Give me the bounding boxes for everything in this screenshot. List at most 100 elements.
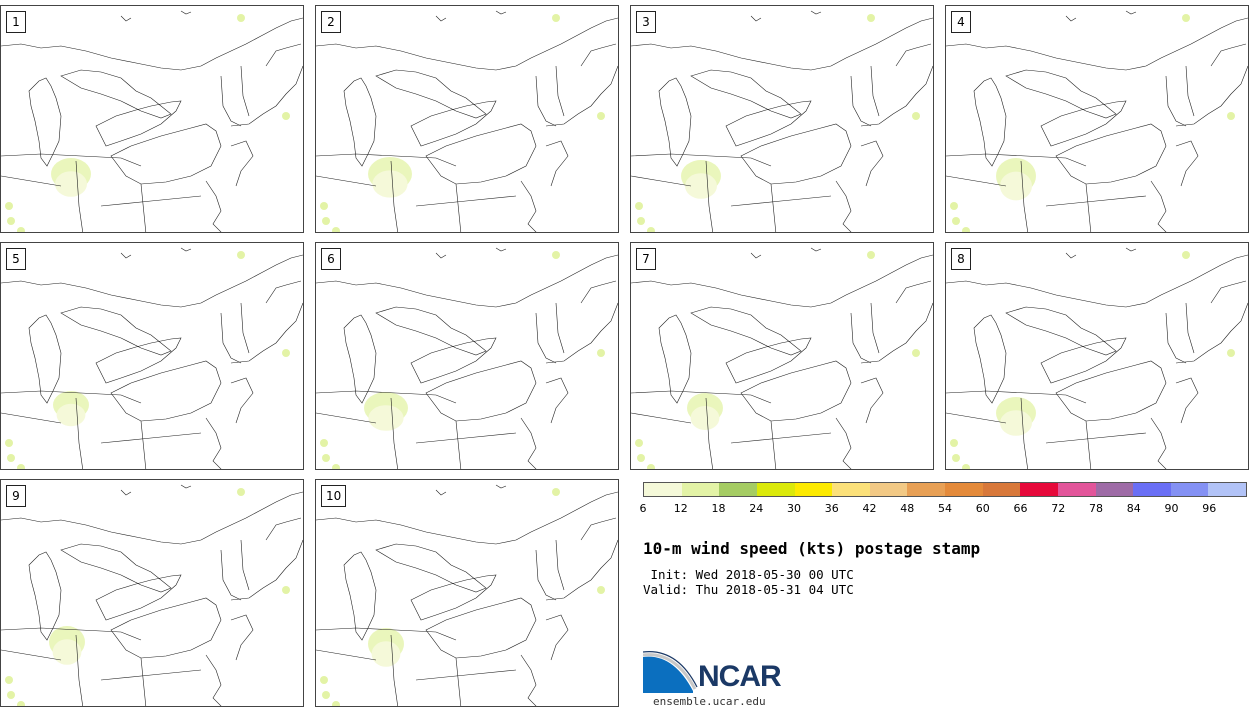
map-boundary <box>1175 65 1248 127</box>
map-boundary <box>390 397 399 469</box>
wind-speed-shading <box>372 170 408 198</box>
map-boundary <box>60 306 172 356</box>
map-boundary <box>455 657 462 706</box>
member-label: 5 <box>6 248 26 270</box>
map-boundary <box>100 669 202 681</box>
map-svg <box>631 10 933 232</box>
map-boundary <box>870 302 880 354</box>
map-boundary <box>1040 337 1127 384</box>
wind-speed-shading <box>912 349 920 357</box>
wind-speed-shading <box>322 691 330 699</box>
map-boundary <box>740 360 852 422</box>
wind-speed-shading <box>17 227 25 232</box>
map-svg <box>316 484 618 706</box>
wind-speed-shading <box>282 349 290 357</box>
map-boundary <box>316 254 618 308</box>
wind-speed-shading <box>371 641 401 667</box>
colorbar-segment <box>681 483 720 496</box>
map-boundary <box>850 75 872 127</box>
map-boundary <box>28 314 62 404</box>
map-boundary <box>220 312 242 364</box>
colorbar-segment <box>982 483 1021 496</box>
map-boundary <box>205 654 222 706</box>
map-boundary <box>658 314 692 404</box>
map-boundary <box>1055 360 1167 422</box>
map-svg <box>631 247 933 469</box>
member-label: 8 <box>951 248 971 270</box>
wind-speed-shading <box>637 217 645 225</box>
map-boundary <box>220 549 242 601</box>
map-boundary <box>1 649 62 661</box>
map-boundary <box>860 140 884 187</box>
map-boundary <box>725 100 812 147</box>
wind-speed-shading <box>332 227 340 232</box>
colorbar-segment <box>907 483 945 496</box>
map-boundary <box>1040 100 1127 147</box>
wind-speed-shading <box>5 439 13 447</box>
map-boundary <box>1 390 142 404</box>
map-boundary <box>390 634 399 706</box>
map-boundary <box>870 65 880 117</box>
map-boundary <box>28 77 62 167</box>
wind-speed-shading <box>637 454 645 462</box>
wind-speed-shading <box>5 676 13 684</box>
map-boundary <box>375 543 487 593</box>
map-boundary <box>95 100 182 147</box>
wind-speed-shading <box>962 464 970 469</box>
colorbar-segment <box>719 483 757 496</box>
colorbar-segment <box>945 483 983 496</box>
wind-speed-shading <box>950 202 958 210</box>
map-boundary <box>1165 75 1187 127</box>
map-boundary <box>375 306 487 356</box>
map-boundary <box>725 337 812 384</box>
map-boundary <box>410 100 497 147</box>
map-boundary <box>120 15 132 22</box>
colorbar-tick-label: 66 <box>1013 502 1028 515</box>
colorbar-tick-label: 36 <box>824 502 839 515</box>
wind-speed-shading <box>17 701 25 706</box>
colorbar-tick-label: 60 <box>975 502 990 515</box>
map-boundary <box>705 397 714 469</box>
colorbar-tick-label: 30 <box>787 502 801 515</box>
wind-speed-shading <box>7 691 15 699</box>
map-boundary <box>580 280 617 304</box>
map-panel-9: 9 <box>0 479 304 707</box>
colorbar-tick-label: 18 <box>711 502 726 515</box>
map-panel-8: 8 <box>945 242 1249 470</box>
map-boundary <box>1020 397 1029 469</box>
map-panel-7: 7 <box>630 242 934 470</box>
map-boundary <box>410 574 497 621</box>
wind-speed-shading <box>1000 171 1032 201</box>
map-boundary <box>810 247 822 252</box>
map-boundary <box>110 123 222 185</box>
colorbar-tick-label: 6 <box>639 502 647 515</box>
map-boundary <box>180 484 192 489</box>
map-boundary <box>1150 180 1167 232</box>
map-boundary <box>850 312 872 364</box>
colorbar-tick-label: 90 <box>1164 502 1179 515</box>
wind-speed-shading <box>1182 14 1190 22</box>
valid-time: Valid: Thu 2018-05-31 04 UTC <box>643 582 854 597</box>
wind-speed-shading <box>597 112 605 120</box>
wind-speed-shading <box>1182 251 1190 259</box>
wind-speed-shading <box>1227 349 1235 357</box>
wind-speed-shading <box>368 405 404 431</box>
map-boundary <box>110 597 222 659</box>
map-boundary <box>750 252 762 259</box>
map-boundary <box>835 417 852 469</box>
map-boundary <box>520 417 537 469</box>
map-boundary <box>770 183 777 232</box>
colorbar-tick-label: 72 <box>1051 502 1066 515</box>
map-boundary <box>230 539 303 601</box>
map-boundary <box>946 254 1248 308</box>
map-boundary <box>316 390 457 404</box>
map-boundary <box>100 195 202 207</box>
map-boundary <box>140 420 147 469</box>
map-boundary <box>631 390 772 404</box>
member-label: 3 <box>636 11 656 33</box>
colorbar-segment <box>1208 483 1246 496</box>
map-boundary <box>580 517 617 541</box>
map-boundary <box>1005 306 1117 356</box>
map-boundary <box>495 484 507 489</box>
map-boundary <box>545 377 569 424</box>
